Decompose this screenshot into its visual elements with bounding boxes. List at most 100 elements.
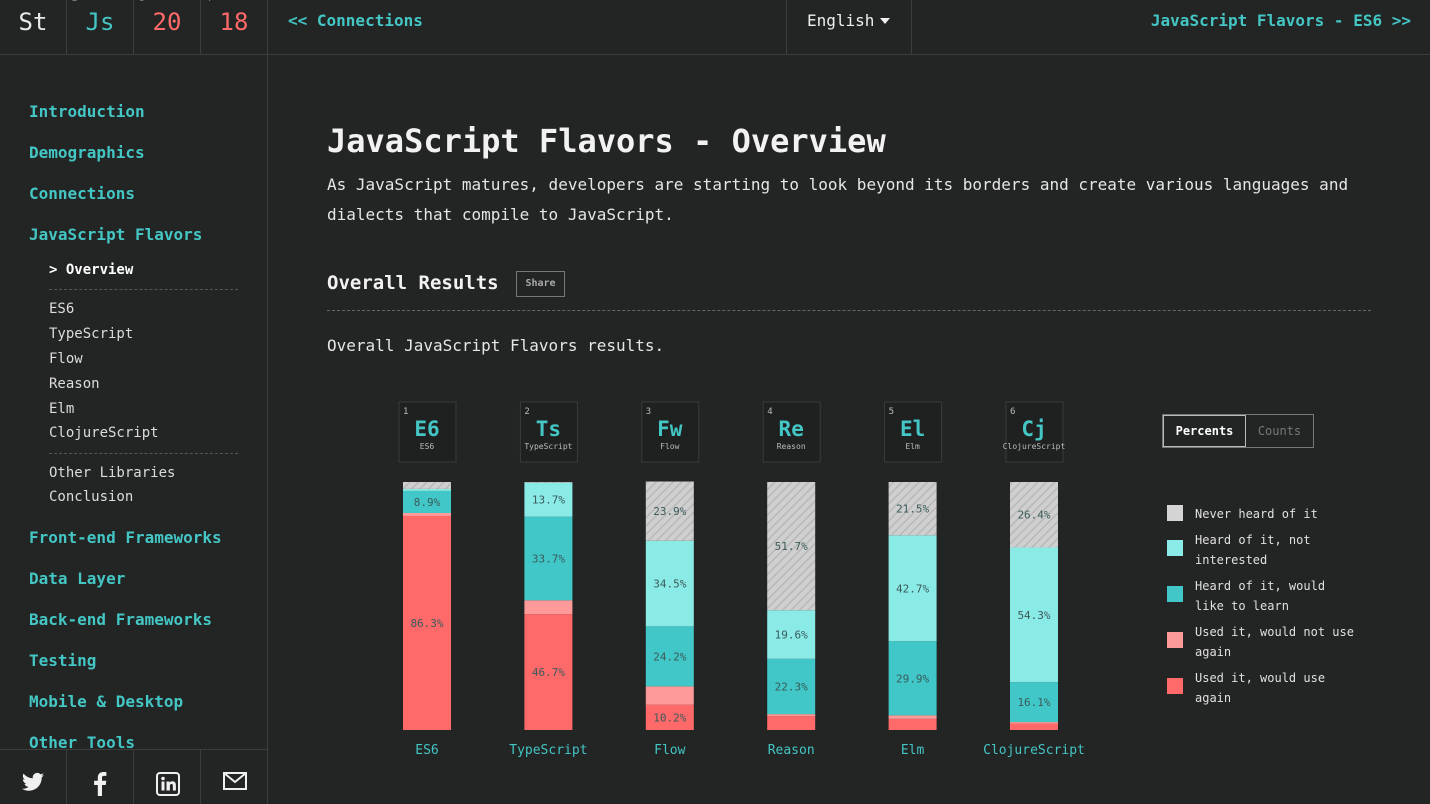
sidebar-item-front-end-frameworks[interactable]: Front-end Frameworks xyxy=(29,528,222,547)
bar-segment xyxy=(888,718,937,730)
logo-tile-js[interactable]: 2 Js xyxy=(67,0,134,54)
chevron-down-icon xyxy=(880,18,890,24)
data-label: 8.9% xyxy=(414,496,441,509)
legend-swatch xyxy=(1167,540,1183,556)
flavor-tile-number: 5 xyxy=(889,407,894,417)
bar-segment xyxy=(645,704,694,730)
flavor-tile-symbol: E6 xyxy=(414,417,439,441)
language-selector[interactable]: English xyxy=(786,0,912,54)
bar-segment xyxy=(888,535,937,642)
legend-swatch xyxy=(1167,678,1183,694)
legend-swatch xyxy=(1167,505,1183,521)
legend-swatch xyxy=(1167,586,1183,602)
data-label: 23.9% xyxy=(653,505,686,518)
category-label: Reason xyxy=(768,743,815,758)
next-page-link[interactable]: JavaScript Flavors - ES6 >> xyxy=(1150,11,1411,30)
data-label: 22.3% xyxy=(775,680,808,693)
bar-segment xyxy=(645,626,694,687)
sidebar-item-other-tools[interactable]: Other Tools xyxy=(29,733,135,752)
flavor-tile-box xyxy=(1005,401,1064,463)
legend-label: Used it, would use again xyxy=(1195,671,1326,705)
bar-segment xyxy=(767,714,816,717)
bar-segment xyxy=(403,482,451,489)
bar-segment xyxy=(1010,482,1058,548)
sidebar-item-back-end-frameworks[interactable]: Back-end Frameworks xyxy=(29,610,213,629)
page-title: JavaScript Flavors - Overview xyxy=(327,122,886,160)
flavor-tile-name: ClojureScript xyxy=(1003,442,1066,451)
legend-swatch xyxy=(1167,632,1183,648)
logo-tile-number: 8 xyxy=(139,0,144,4)
sidebar-subitem-overview[interactable]: > Overview xyxy=(49,262,134,278)
section-divider xyxy=(327,310,1371,311)
flavor-tile-number: 6 xyxy=(1010,407,1015,417)
logo-tile-symbol: 18 xyxy=(219,8,249,36)
sidebar-subitem-flow[interactable]: Flow xyxy=(49,351,83,367)
sidebar-item-javascript-flavors[interactable]: JavaScript Flavors xyxy=(29,225,203,244)
share-button[interactable]: Share xyxy=(516,271,565,297)
logo-tile-number: 4 xyxy=(206,0,211,4)
sidebar-divider xyxy=(49,289,238,290)
sidebar-subitem-typescript[interactable]: TypeScript xyxy=(49,326,134,342)
category-label: ClojureScript xyxy=(983,743,1085,758)
data-label: 42.7% xyxy=(896,582,929,595)
percents-toggle-button[interactable]: Percents xyxy=(1163,415,1246,447)
bar-segment xyxy=(1010,547,1058,683)
logo-tile-20[interactable]: 8 20 xyxy=(134,0,201,54)
bar-segment xyxy=(767,716,816,730)
bar-segment xyxy=(645,686,694,705)
sidebar-item-testing[interactable]: Testing xyxy=(29,651,97,670)
logo-tile-symbol: St xyxy=(18,8,48,36)
bar-segment xyxy=(645,540,694,627)
data-label: 13.7% xyxy=(532,494,565,507)
sidebar-subitem-other-libraries[interactable]: Other Libraries xyxy=(49,465,176,481)
category-label: ES6 xyxy=(415,743,438,758)
bar-segment xyxy=(403,515,451,730)
twitter-icon[interactable] xyxy=(0,750,67,804)
sidebar-subitem-clojurescript[interactable]: ClojureScript xyxy=(49,425,159,441)
sidebar-item-connections[interactable]: Connections xyxy=(29,184,135,203)
bar-segment xyxy=(888,482,937,536)
linkedin-icon[interactable] xyxy=(134,750,201,804)
language-label: English xyxy=(807,11,875,30)
sidebar-item-demographics[interactable]: Demographics xyxy=(29,143,145,162)
bar-segment xyxy=(767,658,816,715)
flavor-tile-symbol: Re xyxy=(779,417,804,441)
flavor-tile-number: 1 xyxy=(403,407,408,417)
sidebar-item-mobile-desktop[interactable]: Mobile & Desktop xyxy=(29,692,184,711)
flavor-tile-box xyxy=(762,401,821,463)
flavor-tile-symbol: Fw xyxy=(657,417,683,441)
data-label: 33.7% xyxy=(532,553,565,566)
counts-toggle-button[interactable]: Counts xyxy=(1257,424,1302,438)
data-label: 24.2% xyxy=(653,650,686,663)
sidebar-subitem-es6[interactable]: ES6 xyxy=(49,301,75,317)
previous-page-link[interactable]: << Connections xyxy=(288,11,423,30)
sidebar-subitem-elm[interactable]: Elm xyxy=(49,401,75,417)
bar-segment xyxy=(524,516,573,601)
sidebar-item-introduction[interactable]: Introduction xyxy=(29,102,145,121)
logo-tile-18[interactable]: 4 18 xyxy=(201,0,268,54)
bar-segment xyxy=(524,600,573,615)
sidebar-subitem-reason[interactable]: Reason xyxy=(49,376,100,392)
flavor-tile-name: TypeScript xyxy=(524,442,572,451)
bar-segment xyxy=(1010,682,1058,723)
email-icon[interactable] xyxy=(201,750,268,804)
bar-segment xyxy=(1010,722,1058,724)
sidebar-subitem-conclusion[interactable]: Conclusion xyxy=(49,489,134,505)
data-label: 54.3% xyxy=(1017,609,1050,622)
sidebar-item-data-layer[interactable]: Data Layer xyxy=(29,569,126,588)
data-label: 26.4% xyxy=(1017,509,1050,522)
legend-label: Heard of it, would like to learn xyxy=(1195,579,1326,613)
facebook-icon[interactable] xyxy=(67,750,134,804)
flavor-tile-number: 4 xyxy=(767,407,772,417)
chart-description: Overall JavaScript Flavors results. xyxy=(327,336,665,355)
percent-count-toggle: Percents Counts xyxy=(1162,414,1314,448)
bar-segment xyxy=(524,614,573,730)
flavor-tile-box xyxy=(641,401,700,463)
logo-tile-st[interactable]: St xyxy=(0,0,67,54)
category-label: Flow xyxy=(654,743,685,758)
flavor-tile-name: Elm xyxy=(905,442,920,451)
